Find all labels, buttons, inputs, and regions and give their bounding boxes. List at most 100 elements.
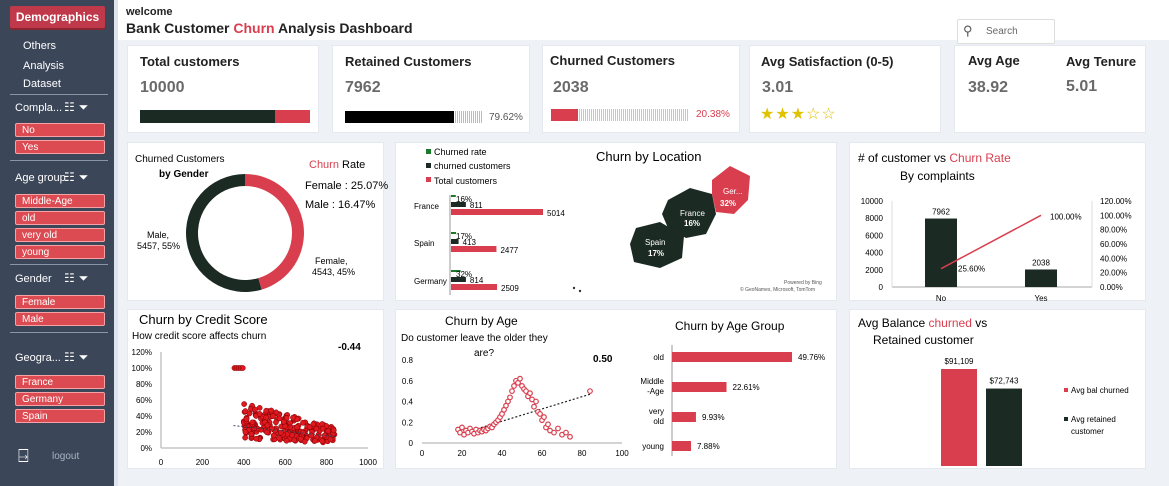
sidebar: Demographics Others Analysis Dataset Com…	[0, 0, 114, 486]
nav-analysis[interactable]: Analysis	[23, 60, 64, 72]
kpi-satisfaction-title: Avg Satisfaction (0-5)	[761, 54, 894, 69]
x-tick: 800	[320, 458, 334, 467]
nav-others[interactable]: Others	[23, 40, 57, 52]
age-point	[517, 375, 523, 382]
credit-point	[256, 411, 263, 417]
kpi-churned-title: Churned Customers	[550, 53, 675, 68]
credit-point	[256, 405, 263, 411]
divider	[10, 94, 108, 95]
slicer-chip-spain[interactable]: Spain	[15, 409, 105, 423]
slicer-chip-no[interactable]: No	[15, 123, 105, 137]
x-tick: 400	[237, 458, 251, 467]
star-filled-icon: ★	[760, 106, 776, 123]
multiselect-icon[interactable]: ☷	[64, 350, 79, 364]
churned-bar-fill	[551, 109, 578, 121]
female-data-label-name: Female,	[315, 256, 348, 266]
slicer-chip-young[interactable]: young	[15, 245, 105, 259]
credit-point	[276, 415, 283, 422]
star-filled-icon: ★	[790, 106, 807, 123]
slicer-chip-male[interactable]: Male	[15, 312, 105, 326]
slicer-chip-female[interactable]: Female	[15, 295, 105, 309]
credit-point	[268, 407, 275, 414]
clear-filter-icon[interactable]: ⏷	[78, 271, 93, 285]
credit-point	[300, 419, 306, 426]
slicer-chip-yes[interactable]: Yes	[15, 140, 105, 154]
y-left-tick: 2000	[865, 266, 883, 275]
title-part: Bank Customer	[126, 20, 234, 36]
credit-point	[273, 419, 279, 426]
slicer-chip-germany[interactable]: Germany	[15, 392, 105, 406]
credit-point	[239, 365, 246, 371]
nav-dataset[interactable]: Dataset	[23, 78, 61, 90]
y-right-tick: 40.00%	[1100, 254, 1127, 263]
search-box[interactable]: ⚲ Search	[957, 19, 1055, 44]
multiselect-icon[interactable]: ☷	[64, 271, 79, 285]
churn-rate-line	[940, 214, 1042, 270]
age-group-bar	[672, 441, 692, 451]
slicer-title-complain: Compla...	[15, 102, 63, 114]
search-icon: ⚲	[963, 23, 973, 38]
x-tick: 20	[458, 449, 467, 458]
y-right-tick: 60.00%	[1100, 240, 1127, 249]
location-churned-label: 814	[470, 276, 484, 285]
map-islands	[572, 286, 576, 290]
age-point	[459, 424, 465, 431]
clear-filter-icon[interactable]: ⏷	[78, 100, 93, 114]
churn-rate-rest: Rate	[339, 159, 365, 171]
credit-point	[290, 414, 296, 421]
age-group-label: Middle	[640, 377, 664, 386]
age-point	[587, 388, 593, 395]
nav-demographics[interactable]: Demographics	[10, 6, 105, 28]
map-france	[662, 188, 716, 238]
legend-rate: Churned rate	[434, 147, 487, 157]
balance-title-red: churned	[929, 316, 972, 330]
slicer-chip-middle-age[interactable]: Middle-Age	[15, 194, 105, 208]
map-label-spain-pct: 17%	[648, 249, 664, 258]
age-correlation: 0.50	[593, 354, 613, 365]
credit-point	[242, 408, 249, 414]
kpi-retained-value: 7962	[345, 79, 381, 96]
legend-swatch-churned	[426, 163, 431, 168]
slicer-chip-very-old[interactable]: very old	[15, 228, 105, 242]
multiselect-icon[interactable]: ☷	[64, 170, 79, 184]
map-label-france-name: France	[680, 209, 705, 218]
gender-title-1: Churned Customers	[135, 154, 224, 165]
y-tick: 60%	[136, 396, 152, 405]
age-subtitle-2: are?	[474, 348, 494, 359]
clear-filter-icon[interactable]: ⏷	[78, 170, 93, 184]
logout-link[interactable]: logout	[52, 451, 80, 462]
rating-stars: ★★★☆☆	[760, 104, 837, 124]
x-tick: 0	[159, 458, 164, 467]
credit-point	[327, 436, 334, 443]
map-credit-2: © GeoNames, Microsoft, TomTom	[740, 286, 815, 293]
y-tick: 0.8	[402, 356, 414, 365]
credit-point	[252, 406, 258, 413]
location-title: Churn by Location	[596, 149, 702, 164]
multiselect-icon[interactable]: ☷	[64, 100, 79, 114]
age-point	[563, 429, 569, 436]
age-group-label: old	[653, 417, 664, 426]
legend-swatch-bal-retained	[1064, 417, 1068, 421]
total-bar-fill	[140, 110, 276, 123]
female-data-label-value: 4543, 45%	[312, 267, 355, 277]
credit-point	[270, 432, 277, 439]
balance-title-post: vs	[972, 316, 987, 330]
clear-filter-icon[interactable]: ⏷	[78, 350, 93, 364]
y-tick: 0	[409, 439, 414, 448]
welcome-text: welcome	[126, 6, 173, 18]
slicer-chip-old[interactable]: old	[15, 211, 105, 225]
donut-slice-female	[245, 174, 305, 290]
location-churned-bar	[451, 239, 459, 244]
legend-bal-retained: Avg retained	[1071, 415, 1116, 424]
complaints-bar-label: 2038	[1032, 258, 1050, 267]
location-rate-label: 16%	[456, 195, 472, 204]
age-point	[545, 421, 551, 428]
slicer-title-gender: Gender	[15, 273, 52, 285]
kpi-total-value: 10000	[140, 79, 185, 96]
slicer-chip-france[interactable]: France	[15, 375, 105, 389]
credit-point	[242, 434, 248, 441]
logout-icon[interactable]: ⍈	[18, 446, 29, 466]
churn-rate-red: Churn	[309, 159, 339, 171]
retained-bar-fill	[345, 111, 455, 123]
